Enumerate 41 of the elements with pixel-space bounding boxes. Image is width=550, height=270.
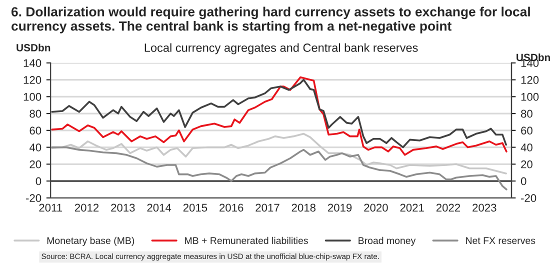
y-tick-label: -20 [26,194,42,202]
y2-tick-label: 20 [521,160,532,168]
chart-subtitle: Local currency agregates and Central bank reserves [144,43,418,54]
legend-label: Net FX reserves [466,237,536,244]
y2-tick-label: 140 [521,59,539,68]
x-tick-label: 2018 [292,204,316,212]
x-tick-label: 2015 [183,204,208,212]
y-tick-label: 40 [29,144,42,152]
y-tick-label: 60 [30,126,42,135]
chart-title: 6. Dollarization would require gathering hard currency assets to exchange for local currency assets. The central bank is starting from a net-negative point [11,6,530,34]
x-tick-label: 2016 [220,204,244,212]
x-tick-label: 2023 [472,204,496,212]
x-tick-label: 2017 [256,204,280,212]
x-tick-label: 2012 [74,204,99,212]
y2-tick-label: 40 [520,144,532,152]
y2-tick-label: 80 [521,110,532,118]
line-series [51,132,507,174]
x-tick-label: 2020 [364,204,388,212]
y-tick-label: 20 [30,160,42,168]
y-tick-label: 120 [24,76,42,84]
y-tick-label: 100 [24,92,42,101]
y2-tick-label: -20 [521,194,536,202]
y-tick-label: 80 [30,110,42,118]
x-tick-label: 2011 [39,204,62,212]
legend-label: Broad money [358,236,416,246]
y-tick-label: 140 [24,59,42,68]
legend-label: MB + Remunerated liabilities [185,236,308,244]
y-tick-label: 0 [36,177,42,186]
line-series [51,146,508,190]
x-tick-label: 2022 [436,204,460,212]
x-tick-label: 2013 [111,204,135,212]
x-tick-label: 2019 [328,204,352,212]
y-axis-title: USDbn [16,44,50,52]
y2-tick-label: 100 [521,92,539,101]
legend-label: Monetary base (MB) [47,236,134,246]
x-tick-label: 2014 [147,204,172,212]
y2-tick-label: 60 [521,126,532,135]
y2-tick-label: 0 [520,177,526,186]
x-tick-label: 2021 [400,204,424,212]
y2-tick-label: 120 [521,76,539,84]
y2-axis-title: USDbn [516,53,550,62]
